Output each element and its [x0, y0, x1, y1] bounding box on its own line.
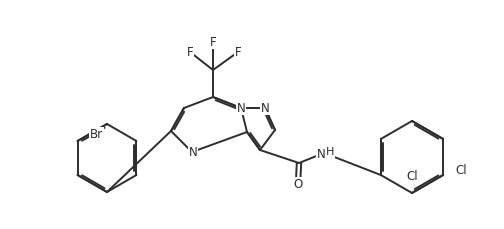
Text: F: F — [235, 46, 241, 58]
Text: N: N — [188, 145, 198, 158]
Text: O: O — [293, 177, 302, 191]
Text: F: F — [210, 35, 216, 49]
Text: Cl: Cl — [455, 164, 467, 177]
Text: N: N — [261, 101, 269, 114]
Text: F: F — [186, 46, 194, 58]
Text: N: N — [317, 147, 326, 161]
Text: Cl: Cl — [406, 170, 418, 183]
Text: H: H — [326, 147, 334, 157]
Text: Br: Br — [90, 128, 103, 141]
Text: N: N — [236, 101, 245, 114]
